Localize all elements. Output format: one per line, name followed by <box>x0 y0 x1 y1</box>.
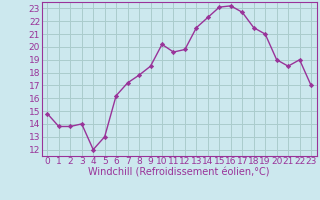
X-axis label: Windchill (Refroidissement éolien,°C): Windchill (Refroidissement éolien,°C) <box>88 168 270 178</box>
